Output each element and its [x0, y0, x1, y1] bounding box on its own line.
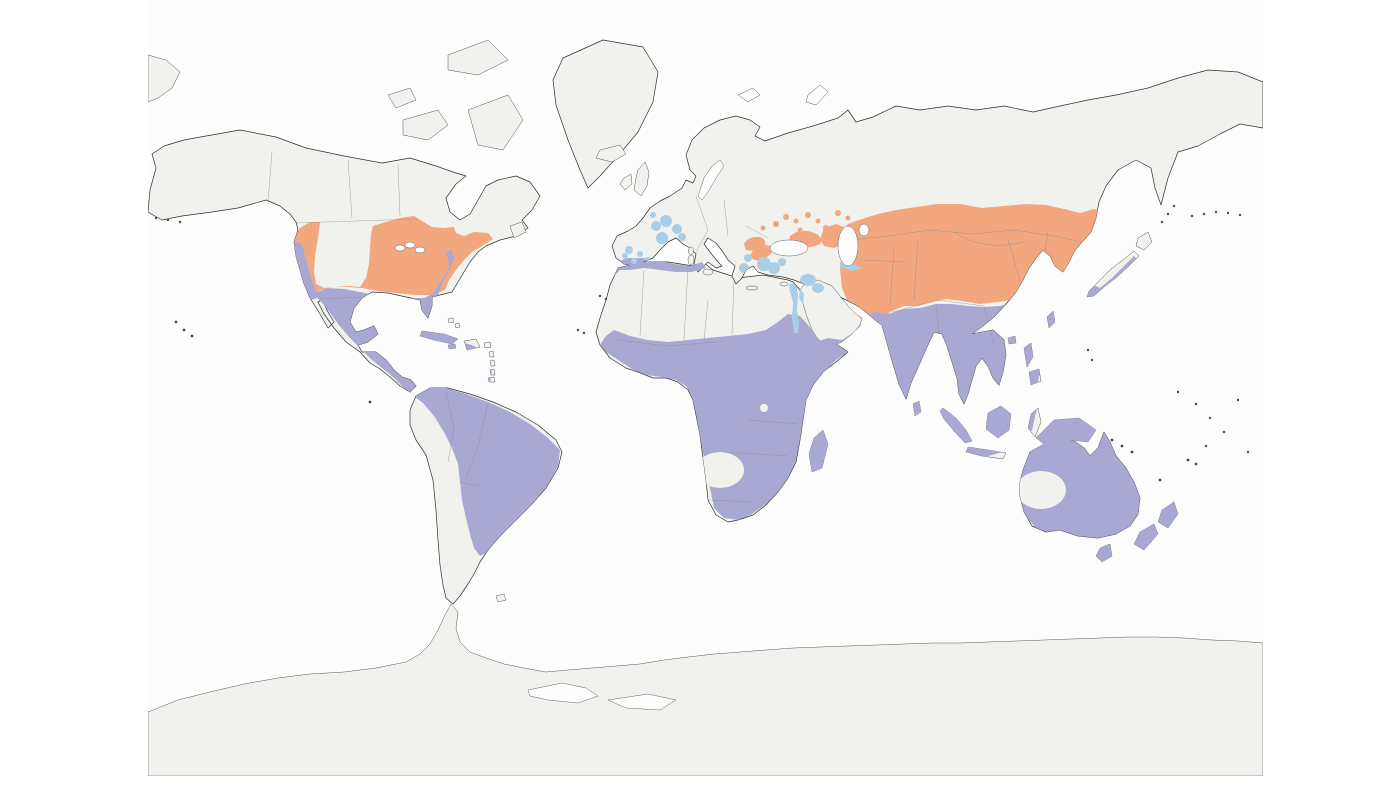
- sardinia: [687, 254, 695, 266]
- world-map-svg: [148, 0, 1263, 776]
- great-lake-east: [414, 246, 426, 254]
- inland-waters: [394, 159, 870, 711]
- aral-sea: [858, 223, 870, 237]
- novaya-zemlya: [805, 84, 829, 106]
- caspian-sea: [837, 225, 859, 267]
- ross-ice-shelf: [527, 682, 599, 704]
- purple-range-south-arabia: [816, 324, 864, 348]
- range-gap-patches: [696, 404, 1066, 509]
- blue-range-mesopotamia: [800, 274, 824, 293]
- purple-range-subsaharan-africa: [600, 314, 848, 520]
- great-lake-mid: [404, 241, 416, 249]
- black-sea: [769, 239, 809, 257]
- orange-range-central-east-asia: [840, 204, 1114, 324]
- corsica: [688, 246, 694, 256]
- baltic-sea: [697, 159, 725, 201]
- white-arctic-islands: [737, 84, 829, 106]
- ronne-ice-shelf: [607, 693, 677, 711]
- cyprus: [779, 281, 789, 287]
- blue-range-nile-valley: [789, 283, 799, 333]
- orange-range-romania-bulgaria: [750, 245, 774, 261]
- great-lake-west: [394, 244, 406, 252]
- small-island-dots: [154, 204, 1250, 482]
- world-range-map: [148, 0, 1263, 776]
- purple-range-maghreb-coast: [596, 258, 706, 298]
- gap-lake-victoria: [760, 404, 768, 412]
- purple-range-australia: [1012, 428, 1144, 542]
- gap-central-australia: [1016, 471, 1066, 509]
- crete: [745, 285, 759, 291]
- sicily: [702, 268, 714, 276]
- gap-namibia-botswana: [696, 452, 744, 488]
- landmasses: [148, 39, 1263, 776]
- blue-range-levant-coast: [799, 288, 804, 304]
- orange-range-steppe-dots: [760, 210, 851, 233]
- orange-range-north-america: [294, 216, 493, 295]
- svalbard: [737, 87, 761, 103]
- puerto-rico: [483, 341, 492, 349]
- country-borders: [267, 151, 1093, 503]
